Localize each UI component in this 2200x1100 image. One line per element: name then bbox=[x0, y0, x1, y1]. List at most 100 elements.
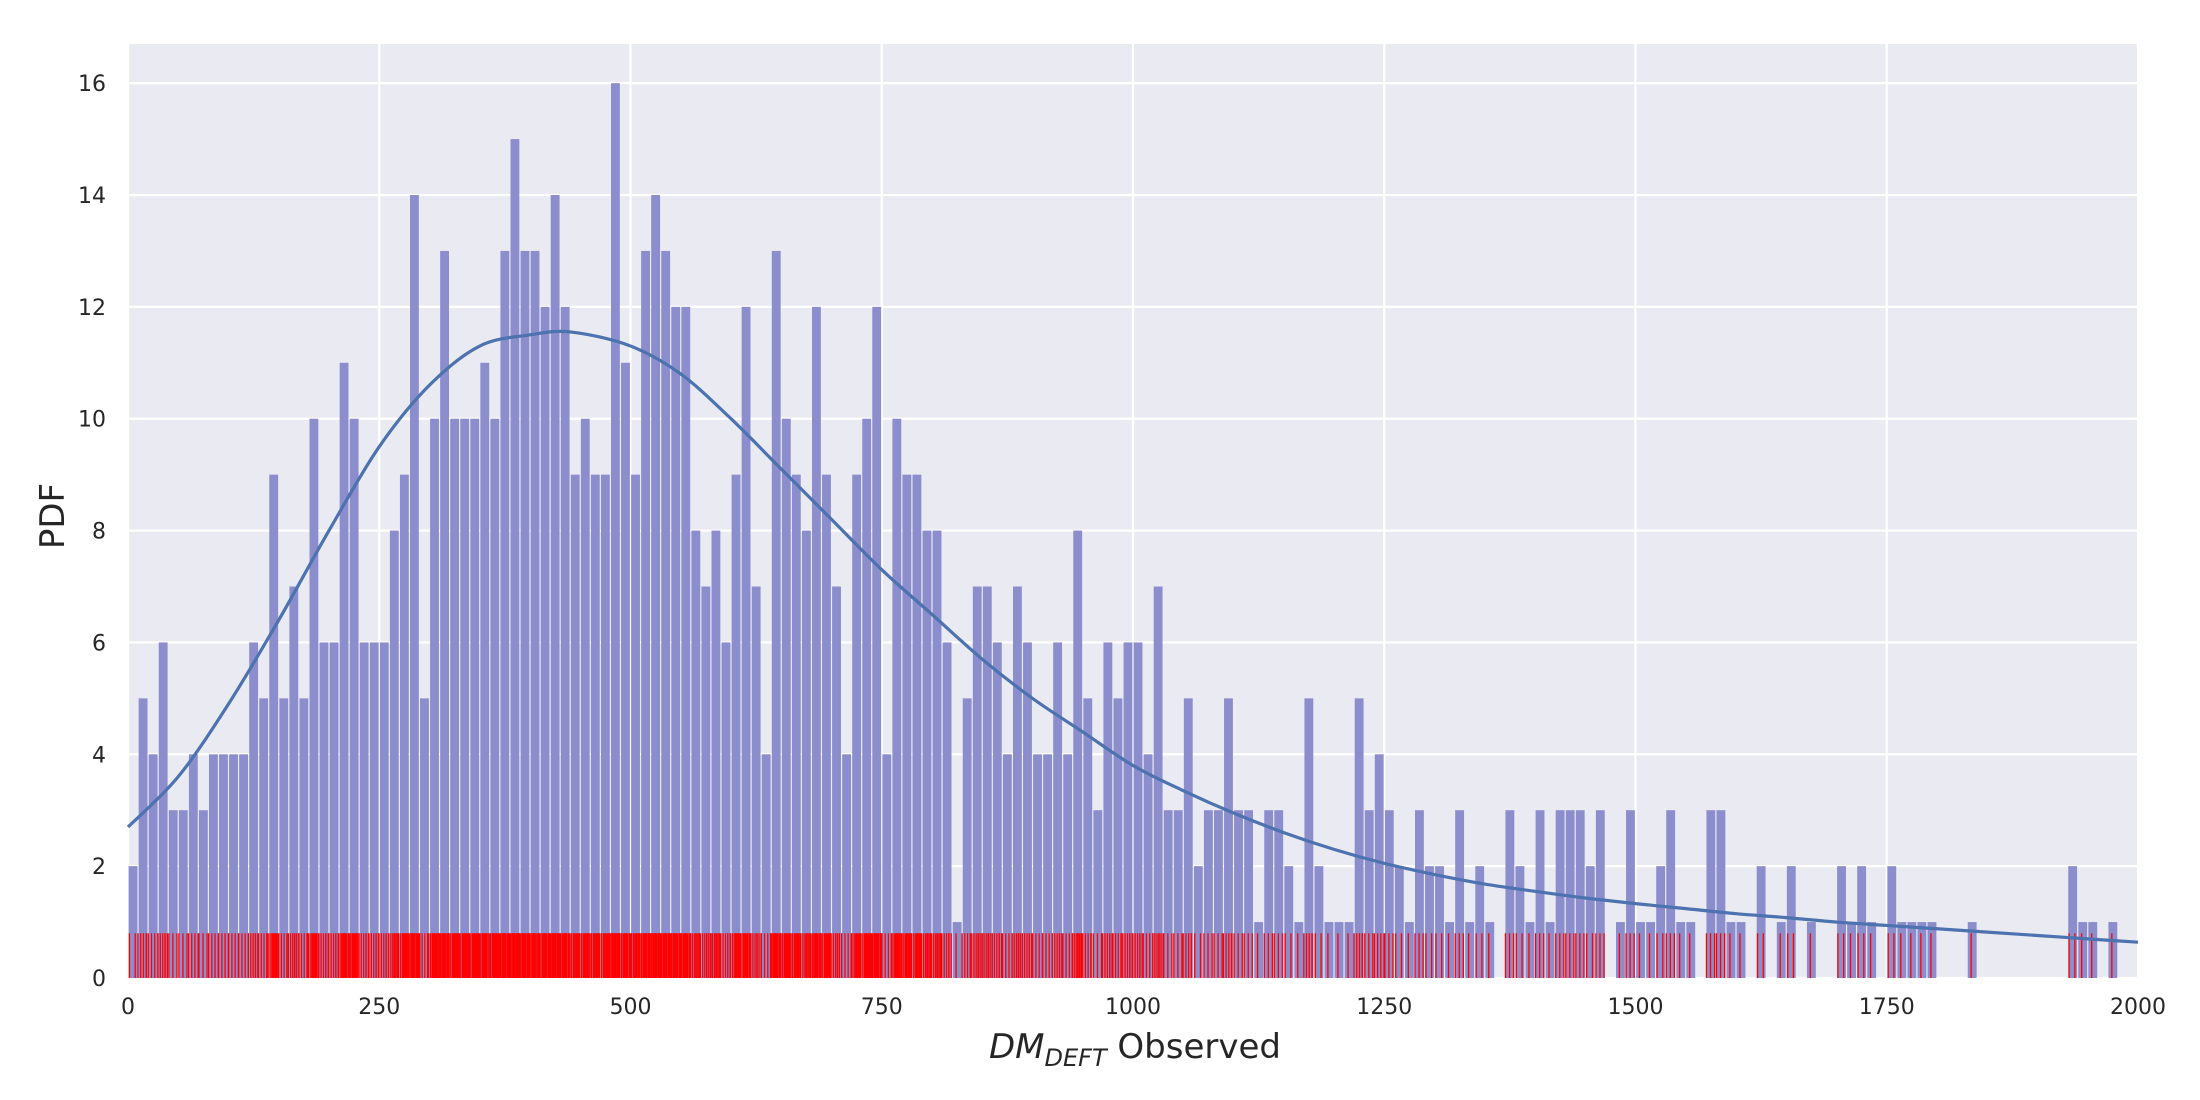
histogram-bar bbox=[1384, 810, 1394, 978]
x-tick-label: 1000 bbox=[1105, 995, 1161, 1020]
x-tick-label: 1750 bbox=[1859, 995, 1915, 1020]
histogram-bar bbox=[2108, 922, 2118, 978]
histogram-bar bbox=[1786, 866, 1796, 978]
histogram-bar bbox=[209, 754, 218, 978]
histogram-bar bbox=[611, 83, 620, 978]
histogram-bar bbox=[520, 250, 530, 978]
histogram-bar bbox=[399, 474, 409, 978]
x-axis-title-base: DM bbox=[989, 1027, 1045, 1067]
histogram-bar bbox=[460, 418, 470, 978]
histogram-bar bbox=[872, 306, 882, 978]
histogram-bar bbox=[1043, 754, 1052, 978]
histogram-bar bbox=[962, 698, 972, 978]
histogram-bar bbox=[1636, 922, 1645, 978]
histogram-bar bbox=[822, 474, 831, 978]
histogram-bar bbox=[580, 418, 590, 978]
x-axis-title-suffix: Observed bbox=[1107, 1027, 1281, 1067]
histogram-bar bbox=[1626, 810, 1635, 978]
histogram-bar bbox=[410, 195, 419, 978]
histogram-bar bbox=[1294, 922, 1304, 978]
histogram-bar bbox=[932, 530, 942, 978]
x-tick-label: 1500 bbox=[1608, 995, 1664, 1020]
histogram-bar bbox=[1284, 866, 1294, 978]
y-tick-labels: 0 2 4 6 8 10 12 14 16 bbox=[78, 72, 106, 992]
histogram-bar bbox=[1857, 866, 1867, 978]
histogram-bar bbox=[1254, 922, 1264, 978]
histogram-bar bbox=[1063, 754, 1073, 978]
histogram-bar bbox=[621, 362, 630, 978]
histogram-bar bbox=[1776, 922, 1786, 978]
histogram-bar bbox=[450, 418, 460, 978]
histogram-bar bbox=[309, 418, 319, 978]
histogram-bar bbox=[259, 698, 269, 978]
y-tick-label: 2 bbox=[92, 855, 106, 880]
histogram-bar bbox=[651, 195, 661, 978]
histogram-bar bbox=[1465, 922, 1475, 978]
histogram-bar bbox=[1646, 922, 1655, 978]
histogram-bar bbox=[781, 418, 791, 978]
y-tick-label: 0 bbox=[92, 967, 106, 992]
histogram-bar bbox=[972, 586, 982, 978]
histogram-bar bbox=[600, 474, 610, 978]
histogram-bar bbox=[550, 195, 560, 978]
histogram-bar bbox=[1756, 866, 1766, 978]
histogram-bar bbox=[1917, 922, 1927, 978]
histogram-bar bbox=[1806, 922, 1816, 978]
y-tick-label: 12 bbox=[78, 296, 106, 321]
histogram-bar bbox=[1002, 754, 1012, 978]
histogram-bar bbox=[289, 586, 299, 978]
histogram-bar bbox=[148, 754, 158, 978]
histogram-bar bbox=[842, 754, 851, 978]
histogram-bar bbox=[1867, 922, 1877, 978]
histogram-bar bbox=[490, 418, 500, 978]
histogram-bar bbox=[2068, 866, 2078, 978]
histogram-bar bbox=[1515, 866, 1525, 978]
histogram-bar bbox=[1374, 754, 1384, 978]
histogram-bar bbox=[2078, 922, 2088, 978]
histogram-bar bbox=[369, 642, 379, 978]
histogram-bar bbox=[882, 754, 892, 978]
histogram-bar bbox=[430, 418, 439, 978]
histogram-bar bbox=[570, 474, 580, 978]
histogram-bar bbox=[1193, 866, 1203, 978]
histogram-bar bbox=[1425, 866, 1434, 978]
histogram-bar bbox=[1153, 586, 1163, 978]
histogram-bar bbox=[1244, 810, 1253, 978]
histogram-bar bbox=[1686, 922, 1696, 978]
histogram-bar bbox=[1203, 810, 1213, 978]
histogram-bar bbox=[1676, 922, 1686, 978]
histogram-bar bbox=[1183, 698, 1193, 978]
histogram-bar bbox=[852, 474, 862, 978]
histogram-bar bbox=[812, 306, 821, 978]
y-tick-label: 4 bbox=[92, 743, 106, 768]
histogram-bar bbox=[1726, 922, 1736, 978]
histogram-bar bbox=[440, 250, 449, 978]
y-tick-label: 6 bbox=[92, 631, 106, 656]
histogram-bar bbox=[1314, 866, 1324, 978]
histogram-bar bbox=[902, 474, 912, 978]
y-axis-title: PDF bbox=[33, 483, 73, 549]
histogram-bar bbox=[691, 530, 701, 978]
histogram-bar bbox=[1264, 810, 1274, 978]
histogram-bar bbox=[379, 642, 389, 978]
histogram-bar bbox=[1093, 810, 1103, 978]
histogram-bar bbox=[1475, 866, 1485, 978]
histogram-bar bbox=[359, 642, 369, 978]
histogram-bar bbox=[1575, 810, 1585, 978]
histogram-bar bbox=[1173, 810, 1183, 978]
histogram-bar bbox=[1907, 922, 1917, 978]
histogram-bar bbox=[661, 250, 671, 978]
histogram-bar bbox=[701, 586, 711, 978]
histogram-bar bbox=[1415, 810, 1424, 978]
histogram-bar bbox=[178, 810, 188, 978]
histogram-bar bbox=[1404, 922, 1414, 978]
histogram-bar bbox=[1013, 586, 1022, 978]
fitted-density-curve bbox=[126, 329, 2139, 944]
histogram-bar bbox=[942, 642, 952, 978]
histogram-bar bbox=[1234, 810, 1243, 978]
histogram-bar bbox=[279, 698, 289, 978]
histogram-bar bbox=[1123, 642, 1133, 978]
histogram-bar bbox=[1706, 810, 1716, 978]
histogram-bar bbox=[731, 474, 741, 978]
